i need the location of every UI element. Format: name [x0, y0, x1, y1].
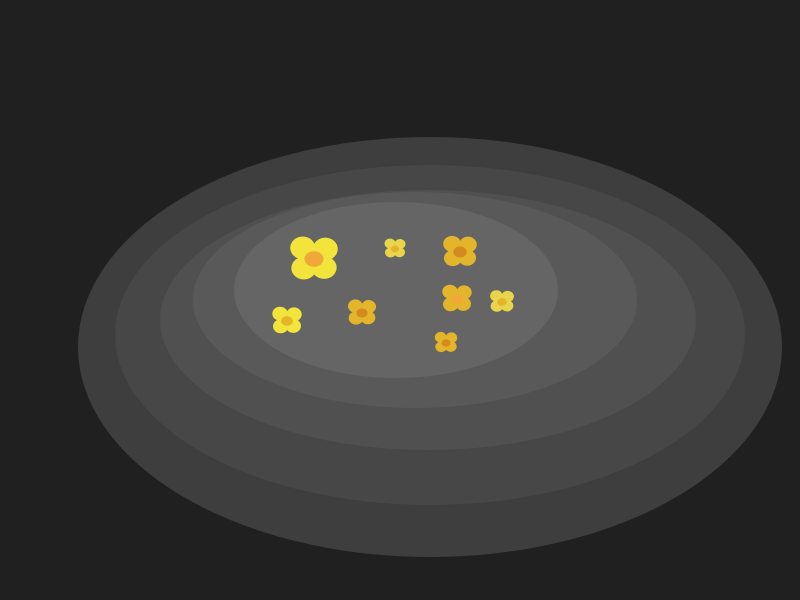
- flower-3: [443, 235, 477, 267]
- flower-5: [348, 299, 376, 325]
- flower-center: [441, 339, 451, 347]
- flower-7: [490, 290, 514, 312]
- spotlit-oval-surface: [78, 137, 782, 557]
- flower-center: [304, 251, 324, 267]
- flower-1: [290, 236, 338, 280]
- flower-group: [272, 235, 514, 353]
- flower-center: [356, 308, 368, 318]
- flower-center: [390, 245, 400, 253]
- flower-8: [434, 331, 458, 353]
- flower-2: [384, 238, 406, 258]
- flower-6: [442, 284, 472, 312]
- flower-4: [272, 306, 302, 334]
- surface-ring-5: [234, 202, 558, 378]
- flower-center: [281, 316, 293, 326]
- flower-center: [497, 298, 507, 306]
- flower-petal: [434, 331, 447, 343]
- flower-petal: [384, 238, 396, 249]
- flower-center: [453, 246, 467, 258]
- flower-center: [451, 294, 463, 304]
